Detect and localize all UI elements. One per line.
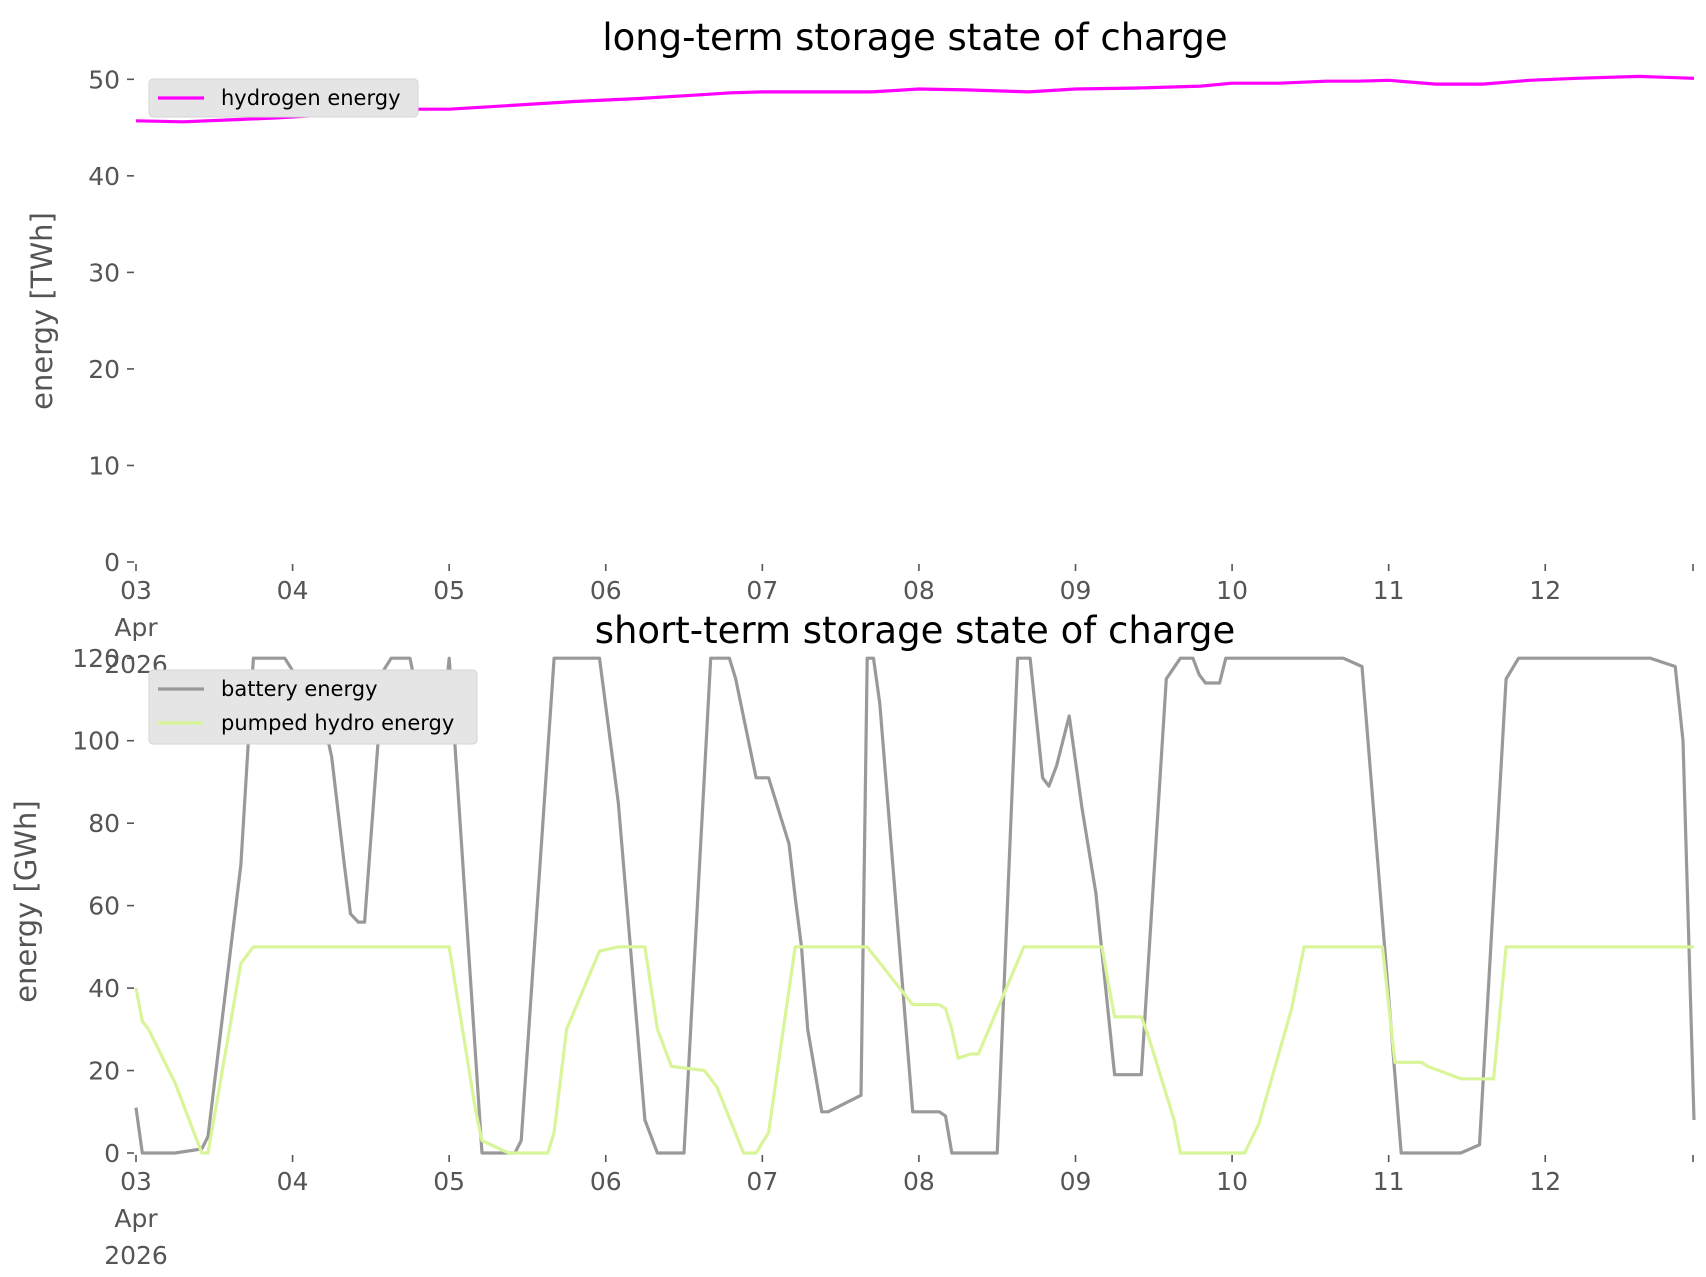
y-tick-label: 50 xyxy=(88,65,120,94)
x-tick-label: 04 xyxy=(277,576,309,605)
y-tick-label: 20 xyxy=(88,355,120,384)
x-tick-label: 06 xyxy=(590,576,622,605)
legend: battery energy pumped hydro energy xyxy=(148,669,478,745)
x-tick-label: 12 xyxy=(1529,576,1561,605)
x-tick-label: 10 xyxy=(1216,1167,1248,1196)
x-tick-label: 09 xyxy=(1060,1167,1092,1196)
y-tick-label: 120 xyxy=(72,644,120,673)
series-line-pumped-hydro-energy xyxy=(134,945,1694,1155)
x-tick-label: 04 xyxy=(277,1167,309,1196)
y-tick-label: 80 xyxy=(88,809,120,838)
y-tick-label: 30 xyxy=(88,258,120,287)
chart-title: long-term storage state of charge xyxy=(602,16,1227,59)
x-tick-label: 10 xyxy=(1216,576,1248,605)
y-tick-label: 20 xyxy=(88,1057,120,1086)
x-tick-label: 08 xyxy=(903,576,935,605)
x-tick-label: 09 xyxy=(1060,576,1092,605)
legend-label: battery energy xyxy=(221,677,378,701)
chart-panel-1: long-term storage state of charge energy … xyxy=(25,16,1695,679)
legend-label: hydrogen energy xyxy=(221,86,401,110)
y-tick-label: 60 xyxy=(88,892,120,921)
x-tick-label: 07 xyxy=(746,576,778,605)
y-tick-label: 10 xyxy=(88,451,120,480)
x-tick-label: Apr xyxy=(114,1204,158,1233)
legend-label: pumped hydro energy xyxy=(221,711,454,735)
x-tick-label: 03 xyxy=(120,1167,152,1196)
x-tick-label: 05 xyxy=(433,1167,465,1196)
y-tick-label: 40 xyxy=(88,162,120,191)
y-axis-label: energy [GWh] xyxy=(9,800,43,1002)
y-tick-label: 0 xyxy=(104,548,120,577)
x-tick-label: 07 xyxy=(746,1167,778,1196)
x-tick-label: 11 xyxy=(1373,1167,1405,1196)
x-tick-label: 11 xyxy=(1373,576,1405,605)
y-tick-label: 40 xyxy=(88,974,120,1003)
legend-box xyxy=(148,669,478,745)
y-tick-label: 100 xyxy=(72,727,120,756)
chart-panel-2: short-term storage state of charge energy… xyxy=(9,609,1696,1270)
x-tick-label: 03 xyxy=(120,576,152,605)
y-tick-label: 0 xyxy=(104,1139,120,1168)
chart-title: short-term storage state of charge xyxy=(595,609,1236,652)
x-tick-label: 08 xyxy=(903,1167,935,1196)
x-tick-label: 2026 xyxy=(104,1241,168,1270)
x-tick-label: 06 xyxy=(590,1167,622,1196)
y-axis-label: energy [TWh] xyxy=(25,212,59,410)
series-line-battery-energy xyxy=(134,656,1696,1155)
x-tick-label: 05 xyxy=(433,576,465,605)
legend: hydrogen energy xyxy=(148,78,419,118)
legend-box xyxy=(148,78,419,118)
x-tick-label: 12 xyxy=(1529,1167,1561,1196)
x-tick-label: Apr xyxy=(114,613,158,642)
